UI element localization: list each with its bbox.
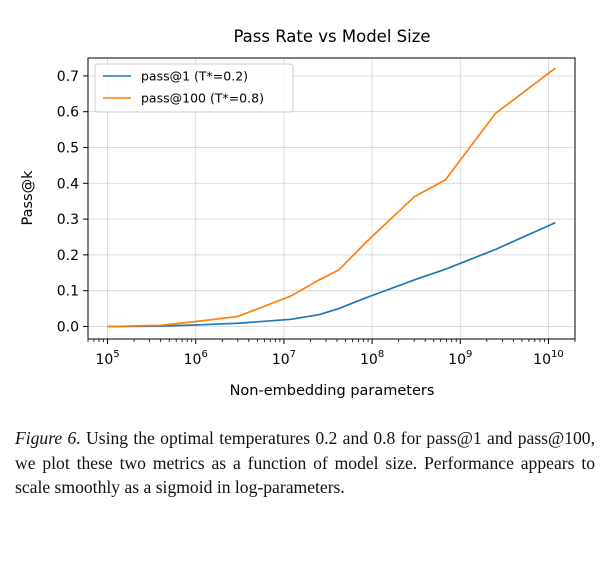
x-tick-exponent: 6 <box>201 349 207 360</box>
x-tick-base: 10 <box>95 352 113 368</box>
x-tick-exponent: 10 <box>551 349 564 360</box>
legend-box <box>94 63 294 113</box>
legend-label-pass100: pass@100 (T*=0.8) <box>141 91 264 106</box>
figure: Pass Rate vs Model Size 105 106 107 108 109 1… <box>20 27 576 399</box>
figure-caption: Figure 6. Using the optimal temperatures… <box>15 426 595 500</box>
x-axis-ticks: 105 106 107 108 109 1010 <box>87 339 576 368</box>
x-tick-exponent: 9 <box>466 349 472 360</box>
y-tick-label: 0.0 <box>57 319 79 335</box>
x-tick-label: 105 <box>95 349 119 368</box>
x-tick-base: 10 <box>360 352 378 368</box>
x-tick-base: 10 <box>272 352 290 368</box>
chart-title: Pass Rate vs Model Size <box>233 27 430 46</box>
series-line-0 <box>107 221 556 328</box>
x-tick-exponent: 5 <box>113 349 119 360</box>
x-tick-label: 108 <box>360 349 384 368</box>
x-tick-base: 10 <box>448 352 466 368</box>
x-axis-label: Non-embedding parameters <box>230 383 435 399</box>
plot-frame <box>87 57 576 340</box>
x-tick-base: 10 <box>184 352 202 368</box>
y-tick-label: 0.7 <box>57 69 79 85</box>
series-line-1 <box>107 67 556 328</box>
series-lines <box>107 67 556 328</box>
caption-label: Figure 6. <box>15 428 81 448</box>
y-tick-label: 0.2 <box>57 248 79 264</box>
y-axis-ticks: 0.0 0.1 0.2 0.3 0.4 0.5 0.6 0.7 <box>57 69 88 335</box>
y-tick-label: 0.4 <box>57 176 79 192</box>
y-tick-label: 0.6 <box>57 105 79 121</box>
y-tick-label: 0.3 <box>57 212 79 228</box>
y-tick-label: 0.1 <box>57 284 79 300</box>
x-tick-label: 107 <box>272 349 296 368</box>
legend-label-pass1: pass@1 (T*=0.2) <box>141 69 248 84</box>
legend: pass@1 (T*=0.2) pass@100 (T*=0.8) <box>94 63 294 113</box>
pass-rate-chart: Pass Rate vs Model Size 105 106 107 108 109 1… <box>20 27 576 399</box>
x-tick-exponent: 7 <box>290 349 296 360</box>
x-tick-label: 106 <box>184 349 208 368</box>
y-tick-label: 0.5 <box>57 140 79 156</box>
x-tick-base: 10 <box>533 352 551 368</box>
x-tick-exponent: 8 <box>378 349 384 360</box>
y-axis-label: Pass@k <box>20 170 36 226</box>
x-tick-label: 1010 <box>533 349 564 368</box>
caption-text: Using the optimal temperatures 0.2 and 0… <box>15 428 596 497</box>
x-tick-label: 109 <box>448 349 472 368</box>
